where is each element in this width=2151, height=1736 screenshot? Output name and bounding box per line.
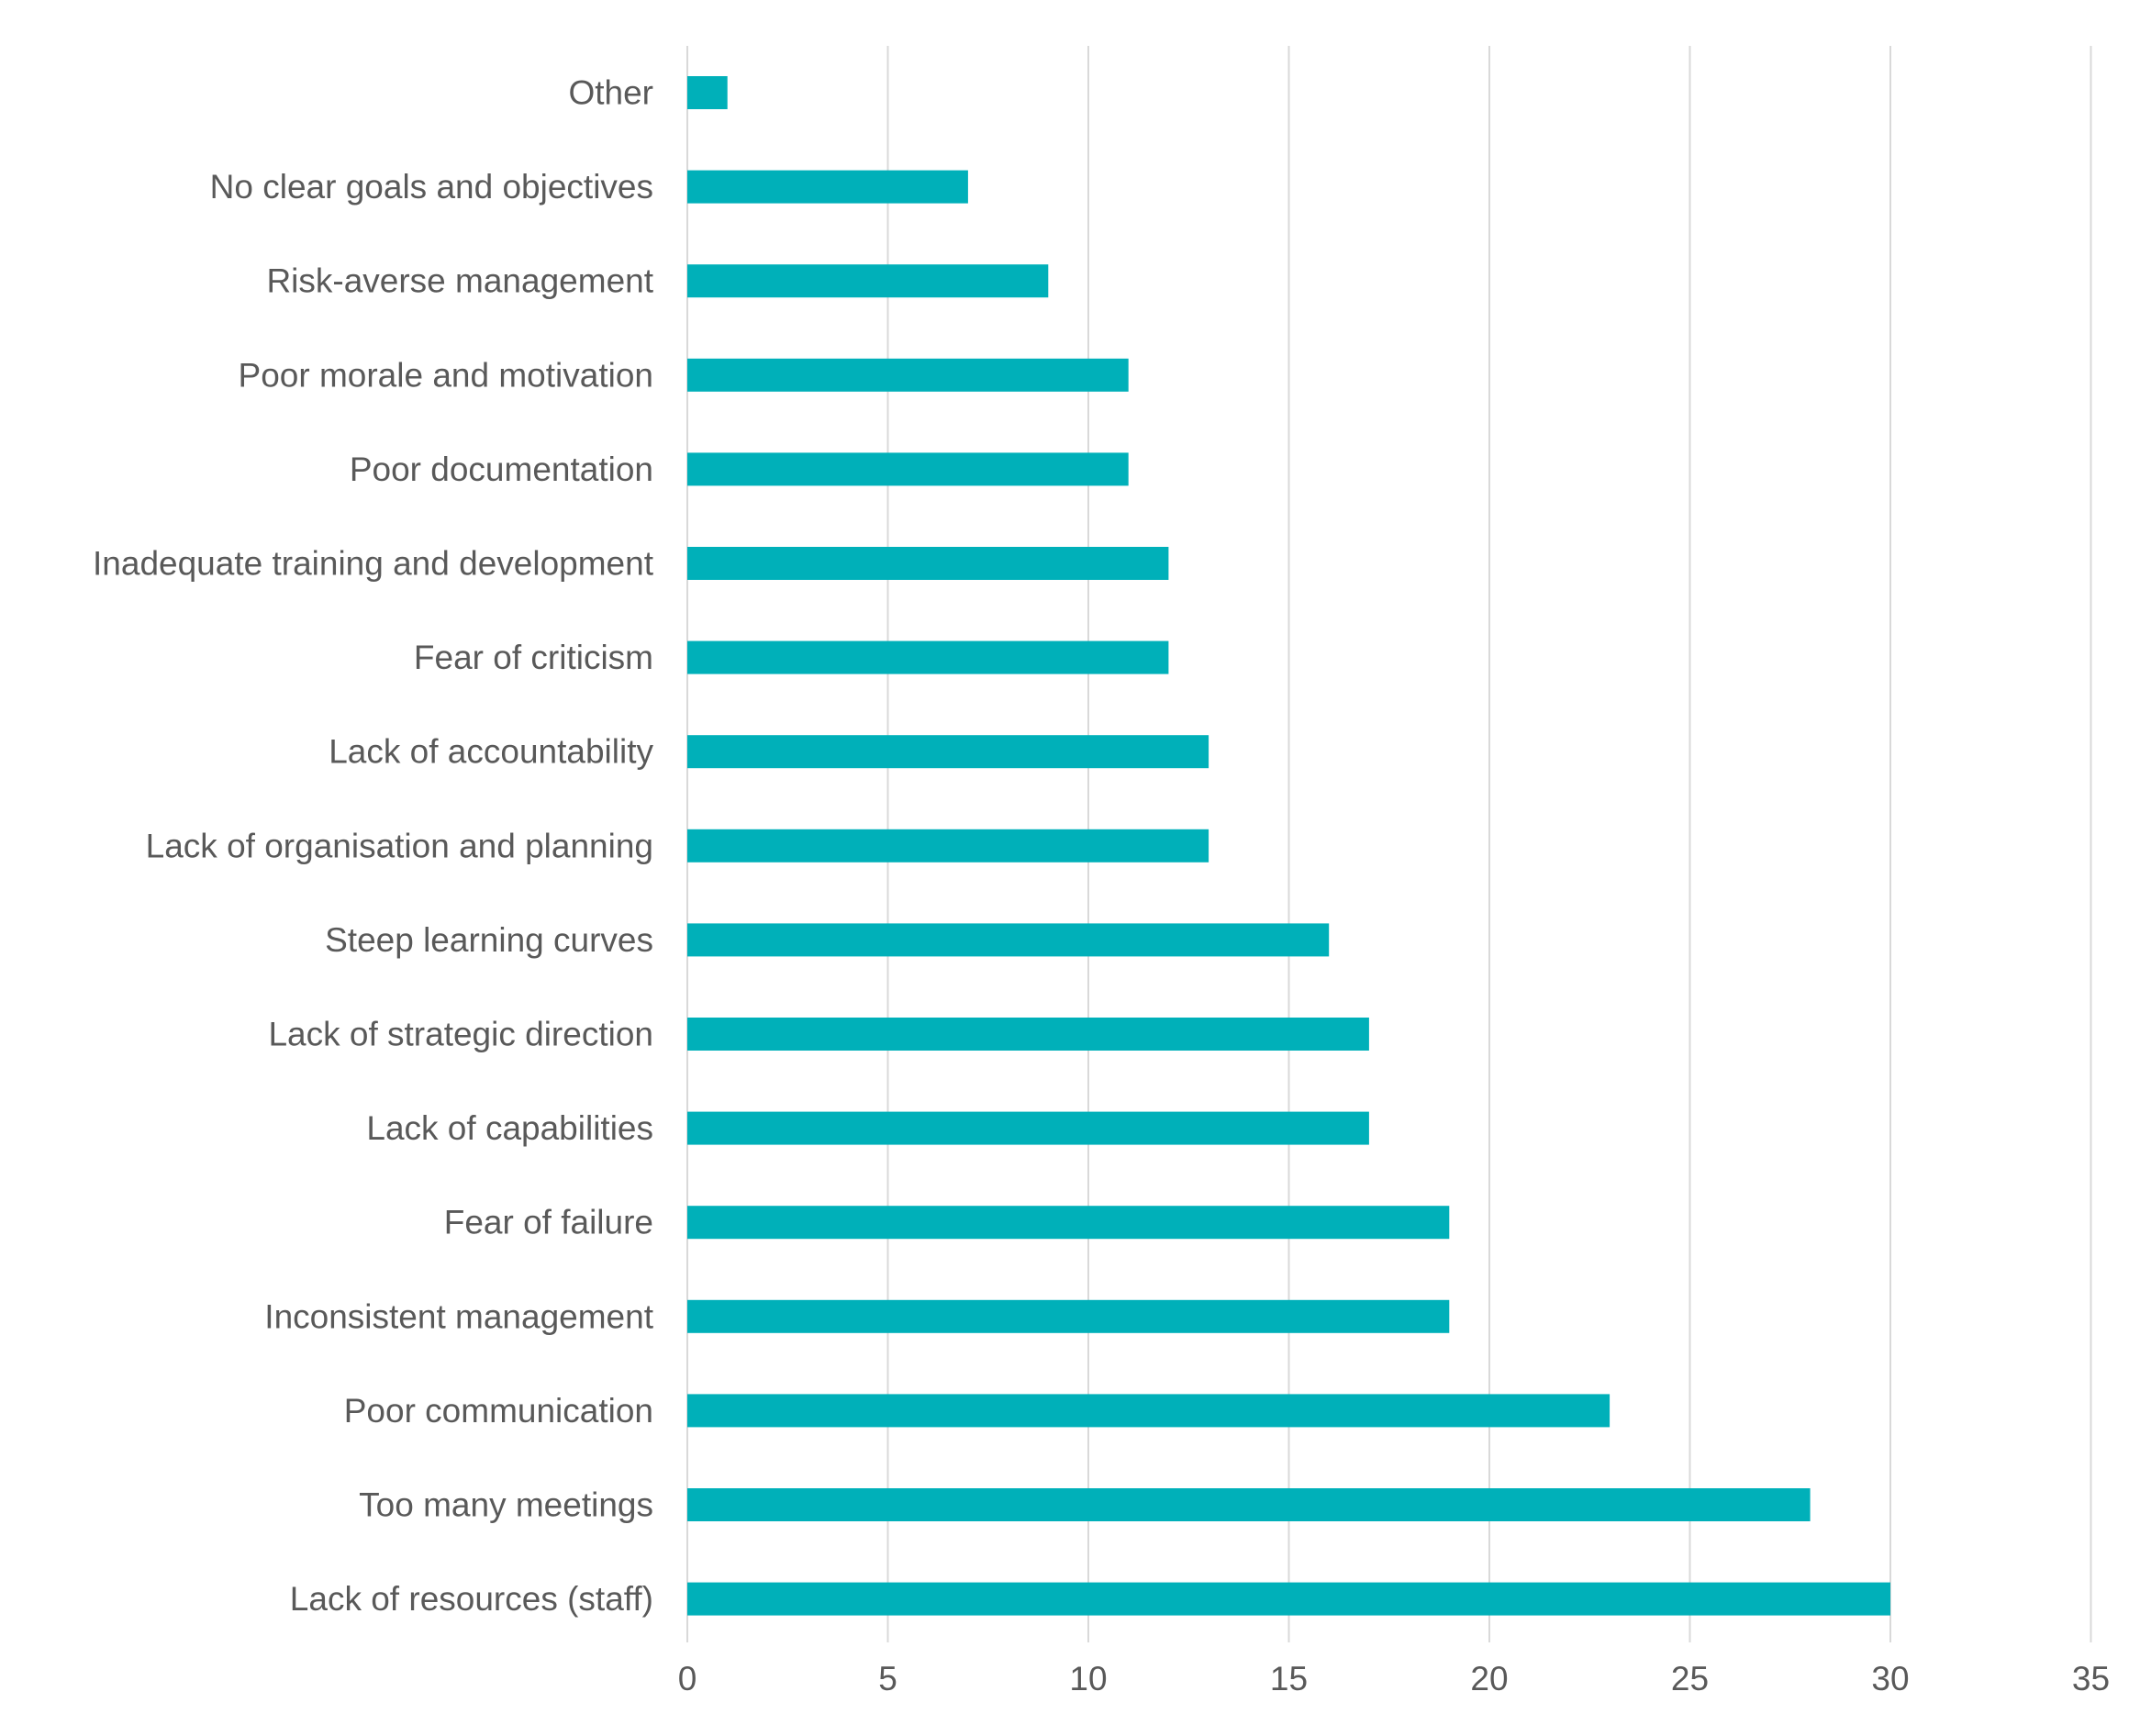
bar (687, 170, 968, 204)
bars (687, 76, 1890, 1616)
category-label: Inadequate training and development (93, 545, 654, 583)
category-label: Steep learning curves (325, 921, 653, 959)
bar (687, 547, 1169, 580)
category-label: Lack of organisation and planning (146, 827, 653, 864)
category-label: No clear goals and objectives (210, 168, 653, 206)
x-tick-label: 0 (678, 1660, 697, 1697)
bar (687, 640, 1169, 674)
category-label: Other (568, 74, 653, 112)
category-label: Lack of strategic direction (268, 1016, 653, 1053)
x-axis-tick-labels: 0 5 10 15 20 25 30 35 (678, 1660, 2110, 1697)
category-label: Too many meetings (359, 1486, 653, 1524)
bar (687, 1582, 1890, 1616)
category-label: Poor communication (344, 1392, 653, 1430)
bar (687, 1206, 1450, 1240)
x-tick-label: 25 (1671, 1660, 1709, 1697)
x-tick-label: 10 (1069, 1660, 1107, 1697)
category-label: Lack of resources (staff) (290, 1580, 653, 1618)
category-label: Poor documentation (350, 451, 653, 488)
bar (687, 735, 1209, 769)
x-tick-label: 20 (1470, 1660, 1508, 1697)
category-label: Fear of failure (444, 1204, 653, 1241)
bar (687, 76, 728, 109)
bar (687, 1299, 1450, 1333)
bar (687, 1018, 1369, 1051)
bar (687, 452, 1129, 486)
x-tick-label: 15 (1270, 1660, 1308, 1697)
category-label: Fear of criticism (414, 639, 653, 676)
bar (687, 829, 1209, 862)
bar (687, 1111, 1369, 1145)
category-label: Lack of capabilities (366, 1109, 653, 1147)
x-tick-label: 35 (2072, 1660, 2110, 1697)
category-label: Risk-averse management (266, 262, 653, 300)
bar (687, 1488, 1811, 1521)
category-labels: Other No clear goals and objectives Risk-a… (93, 74, 654, 1619)
bar (687, 1394, 1610, 1428)
category-label: Lack of accountability (329, 733, 653, 771)
bar (687, 923, 1330, 957)
x-tick-label: 5 (878, 1660, 897, 1697)
category-label: Poor morale and motivation (239, 356, 653, 394)
x-tick-label: 30 (1871, 1660, 1909, 1697)
category-label: Inconsistent management (264, 1297, 653, 1335)
bar (687, 264, 1049, 298)
bar (687, 358, 1129, 392)
